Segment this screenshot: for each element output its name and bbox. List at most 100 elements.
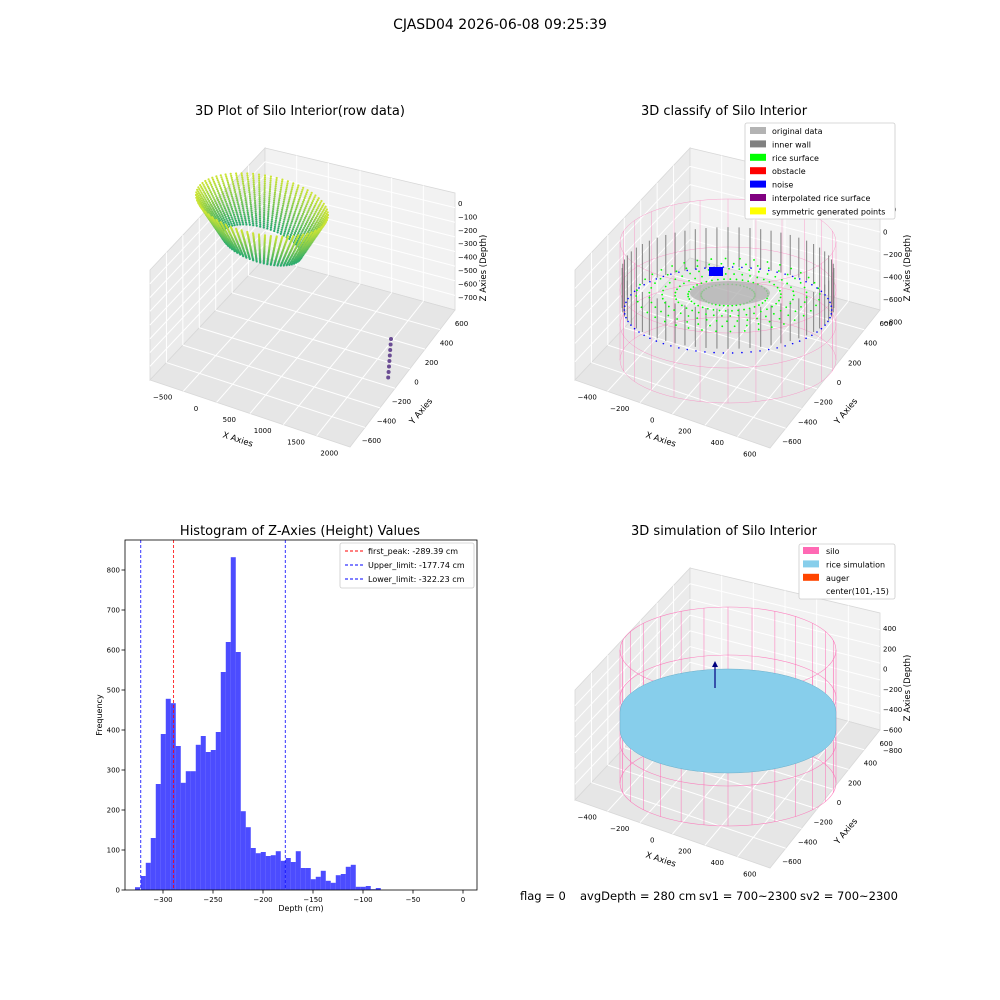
footer-sv2: sv2 = 700~2300 xyxy=(800,889,898,903)
x-tick-label: −150 xyxy=(303,896,322,904)
noise-point xyxy=(630,324,632,326)
data-point xyxy=(217,212,220,215)
data-point xyxy=(389,337,393,341)
data-point xyxy=(250,213,254,216)
histogram-bar xyxy=(335,875,341,890)
data-point xyxy=(318,203,321,206)
data-point xyxy=(253,193,256,196)
noise-point xyxy=(824,294,826,296)
y-tick-label: −400 xyxy=(377,418,396,426)
data-point xyxy=(293,212,296,215)
rice-surface-point xyxy=(817,287,820,290)
data-point xyxy=(204,192,207,195)
data-point xyxy=(232,184,235,188)
data-point xyxy=(201,193,204,196)
data-point xyxy=(294,210,297,213)
data-point xyxy=(248,221,251,224)
noise-point xyxy=(704,351,706,353)
rice-surface-point xyxy=(735,278,738,281)
data-point xyxy=(238,188,241,191)
grid-line xyxy=(689,202,881,252)
data-point xyxy=(220,218,223,221)
grid-line xyxy=(282,292,393,425)
data-point xyxy=(296,239,299,242)
y-tick-label: 200 xyxy=(107,807,120,815)
data-point xyxy=(285,188,288,191)
data-point xyxy=(319,214,322,217)
data-point xyxy=(308,215,311,218)
data-point xyxy=(222,210,225,213)
data-point xyxy=(310,211,313,215)
data-point xyxy=(279,217,282,220)
rice-surface-point xyxy=(687,315,690,317)
data-point xyxy=(239,196,243,200)
noise-point xyxy=(662,342,665,345)
data-point xyxy=(218,219,222,222)
rice-surface-point xyxy=(770,326,773,329)
data-point xyxy=(199,205,202,208)
data-point xyxy=(240,217,243,220)
data-point xyxy=(289,235,292,239)
data-point xyxy=(220,206,223,209)
grid-line xyxy=(264,188,456,238)
rice-surface-point xyxy=(678,285,681,288)
data-point xyxy=(224,215,227,218)
data-point xyxy=(258,186,261,189)
rice-surface-point xyxy=(741,273,744,276)
z-tick-label: −600 xyxy=(883,727,902,735)
data-point xyxy=(206,190,209,194)
rice-surface-point xyxy=(674,278,677,281)
data-point xyxy=(201,207,204,211)
data-point xyxy=(308,197,311,200)
footer-flag: flag = 0 xyxy=(520,889,566,903)
data-point xyxy=(213,198,216,201)
data-point xyxy=(258,213,261,216)
data-point xyxy=(202,183,205,186)
grid-line xyxy=(232,292,426,350)
data-point xyxy=(227,183,230,186)
data-point xyxy=(194,193,198,197)
rice-surface-point xyxy=(674,294,677,297)
data-point xyxy=(304,215,308,218)
data-point xyxy=(227,216,231,220)
data-point xyxy=(206,201,209,204)
data-point xyxy=(210,203,213,206)
rice-surface-point xyxy=(738,268,741,271)
histogram-bar xyxy=(240,811,246,890)
data-point xyxy=(274,187,277,190)
data-point xyxy=(202,189,205,192)
data-point xyxy=(286,180,289,183)
noise-point xyxy=(625,316,627,319)
z-tick-label: −700 xyxy=(458,294,477,302)
histogram-bar xyxy=(230,557,236,890)
data-point xyxy=(216,197,219,200)
data-point xyxy=(292,216,295,219)
histogram-bar xyxy=(215,732,221,890)
rice-surface-point xyxy=(654,282,656,285)
data-point xyxy=(283,230,287,233)
noise-point xyxy=(649,280,651,283)
rice-surface-point xyxy=(720,262,723,265)
data-point xyxy=(221,219,224,222)
data-point xyxy=(227,206,230,209)
data-point xyxy=(267,206,270,209)
rice-surface-point xyxy=(692,286,695,288)
y-axis-label: Y Axies xyxy=(832,816,860,847)
noise-point xyxy=(704,267,706,269)
data-point xyxy=(279,219,282,222)
rice-surface-point xyxy=(726,320,728,323)
data-point xyxy=(229,220,232,223)
data-point xyxy=(288,198,291,201)
data-point xyxy=(296,226,299,229)
data-point xyxy=(246,209,249,212)
rice-surface-point xyxy=(775,302,778,305)
data-point xyxy=(287,202,290,205)
rice-surface-point xyxy=(805,291,808,294)
data-point xyxy=(230,176,233,179)
data-point xyxy=(215,202,218,205)
data-point xyxy=(217,217,221,220)
data-point xyxy=(277,203,280,206)
data-point xyxy=(263,188,266,192)
rice-surface-point xyxy=(794,310,797,313)
noise-point xyxy=(820,290,823,293)
